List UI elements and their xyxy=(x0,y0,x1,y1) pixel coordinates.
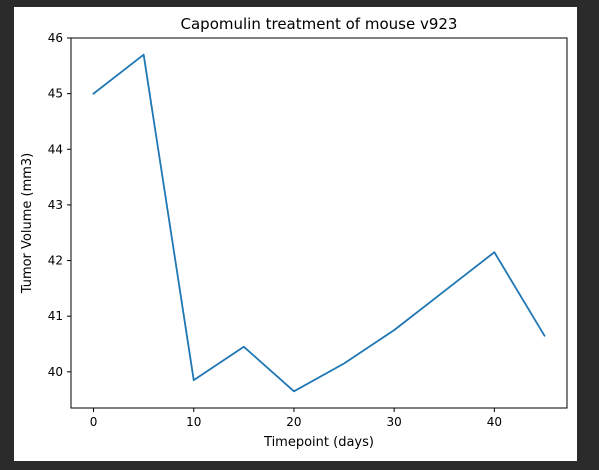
y-tick-label: 46 xyxy=(48,31,63,45)
y-tick-label: 45 xyxy=(48,87,63,101)
x-tick-label: 0 xyxy=(90,415,98,429)
series-line-0 xyxy=(92,53,546,393)
y-axis: 40 41 42 43 44 45 46 xyxy=(48,31,71,379)
x-tick-label: 30 xyxy=(387,415,402,429)
y-tick-label: 42 xyxy=(48,254,63,268)
x-axis-label: Timepoint (days) xyxy=(263,435,374,450)
y-tick-label: 44 xyxy=(48,142,63,156)
y-tick-label: 41 xyxy=(48,309,63,323)
chart-figure: Capomulin treatment of mouse v923 0 10 20 3… xyxy=(14,7,577,461)
chart-title: Capomulin treatment of mouse v923 xyxy=(181,15,458,33)
x-tick-label: 40 xyxy=(487,415,502,429)
plot-area xyxy=(70,37,568,409)
x-tick-label: 20 xyxy=(286,415,301,429)
y-tick-label: 43 xyxy=(48,198,63,212)
series-layer xyxy=(92,53,546,393)
y-axis-label: Tumor Volume (mm3) xyxy=(20,153,35,295)
y-tick-label: 40 xyxy=(48,365,63,379)
x-axis: 0 10 20 30 40 xyxy=(90,408,502,429)
x-tick-label: 10 xyxy=(186,415,201,429)
line-chart: Capomulin treatment of mouse v923 0 10 20 3… xyxy=(20,15,568,450)
